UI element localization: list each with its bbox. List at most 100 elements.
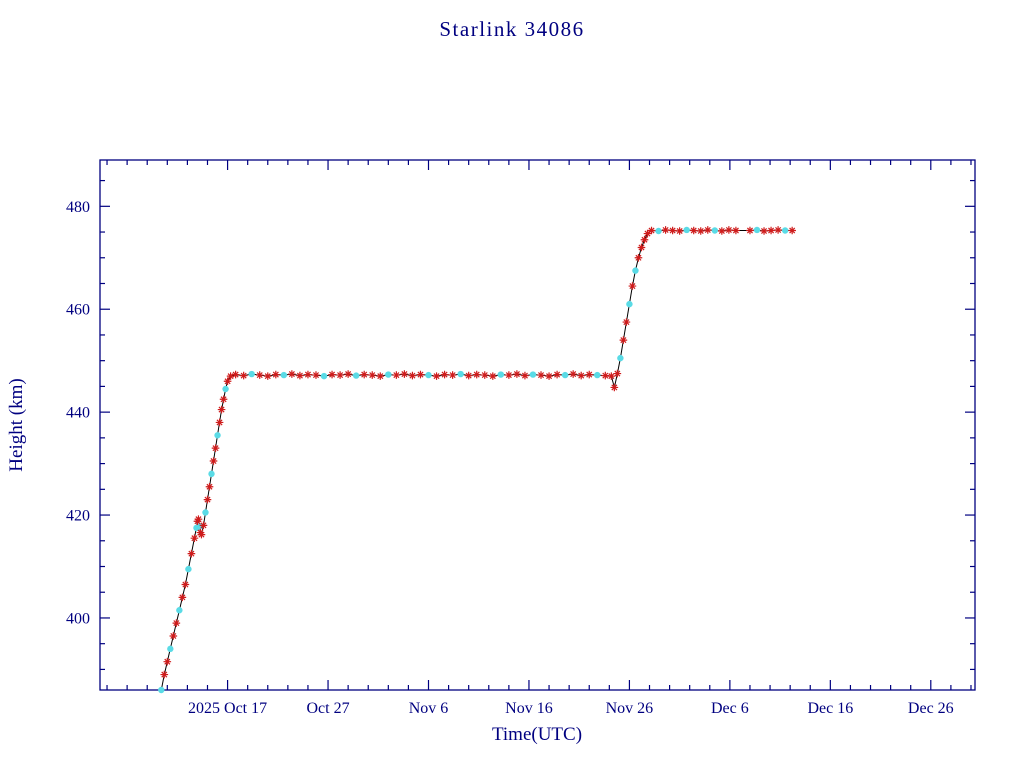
y-tick-label: 440 bbox=[66, 405, 90, 422]
red-asterisk-marker bbox=[767, 226, 775, 235]
cyan-dot-marker bbox=[320, 372, 328, 380]
cyan-dot-marker bbox=[781, 227, 789, 234]
cyan-dot-marker bbox=[655, 227, 662, 235]
red-asterisk-marker bbox=[193, 517, 202, 526]
red-asterisk-marker bbox=[263, 372, 272, 380]
red-asterisk-marker bbox=[272, 370, 280, 379]
cyan-markers bbox=[158, 226, 789, 694]
red-asterisk-marker bbox=[732, 226, 740, 235]
cyan-dot-marker bbox=[158, 686, 165, 694]
data-line bbox=[160, 229, 793, 691]
red-asterisk-marker bbox=[255, 371, 264, 379]
y-tick-label: 480 bbox=[66, 199, 90, 216]
red-asterisk-marker bbox=[696, 227, 705, 235]
red-asterisk-marker bbox=[169, 632, 178, 640]
red-asterisk-marker bbox=[643, 229, 652, 238]
red-asterisk-marker bbox=[211, 444, 220, 452]
red-asterisk-marker bbox=[432, 372, 441, 380]
cyan-dot-marker bbox=[222, 385, 229, 393]
red-asterisk-marker bbox=[601, 371, 610, 380]
red-asterisk-marker bbox=[610, 383, 619, 392]
red-asterisk-marker bbox=[689, 226, 698, 235]
red-asterisk-marker bbox=[172, 619, 181, 627]
red-markers bbox=[160, 226, 796, 679]
cyan-dot-marker bbox=[626, 300, 633, 308]
red-asterisk-marker bbox=[181, 580, 190, 589]
y-tick-label: 460 bbox=[66, 302, 90, 319]
red-asterisk-marker bbox=[376, 372, 385, 380]
cyan-dot-marker bbox=[617, 354, 624, 362]
cyan-dot-marker bbox=[208, 470, 215, 478]
cyan-dot-marker bbox=[352, 372, 360, 379]
red-asterisk-marker bbox=[416, 370, 425, 379]
red-asterisk-marker bbox=[718, 227, 726, 235]
cyan-dot-marker bbox=[202, 509, 209, 516]
red-asterisk-marker bbox=[160, 670, 169, 679]
x-tick-label: Nov 16 bbox=[505, 700, 553, 717]
red-asterisk-marker bbox=[675, 227, 684, 235]
red-asterisk-marker bbox=[440, 370, 449, 379]
red-asterisk-marker bbox=[178, 593, 187, 602]
red-asterisk-marker bbox=[703, 226, 712, 234]
x-tick-label: Nov 6 bbox=[409, 700, 449, 717]
red-asterisk-marker bbox=[344, 370, 352, 378]
red-asterisk-marker bbox=[774, 226, 782, 234]
red-asterisk-marker bbox=[209, 457, 218, 465]
red-asterisk-marker bbox=[217, 405, 226, 414]
red-asterisk-marker bbox=[199, 521, 208, 530]
cyan-dot-marker bbox=[167, 645, 174, 653]
red-asterisk-marker bbox=[613, 369, 622, 378]
red-asterisk-marker bbox=[219, 395, 228, 404]
red-asterisk-marker bbox=[448, 371, 457, 379]
x-tick-label: Dec 6 bbox=[711, 700, 749, 717]
red-asterisk-marker bbox=[553, 370, 561, 379]
red-asterisk-marker bbox=[472, 370, 481, 379]
x-tick-label: Nov 26 bbox=[606, 700, 654, 717]
red-asterisk-marker bbox=[480, 371, 489, 379]
y-tick-label: 420 bbox=[66, 508, 90, 525]
red-asterisk-marker bbox=[628, 282, 637, 290]
y-axis-label: Height (km) bbox=[6, 378, 27, 471]
x-ticks bbox=[106, 160, 972, 690]
red-asterisk-marker bbox=[215, 418, 224, 427]
red-asterisk-marker bbox=[205, 482, 214, 491]
chart-title: Starlink 34086 bbox=[439, 17, 584, 41]
cyan-dot-marker bbox=[632, 267, 639, 274]
red-asterisk-marker bbox=[668, 226, 677, 235]
red-asterisk-marker bbox=[408, 371, 417, 380]
cyan-dot-marker bbox=[753, 226, 761, 234]
red-asterisk-marker bbox=[725, 226, 733, 234]
red-asterisk-marker bbox=[545, 372, 553, 380]
red-asterisk-marker bbox=[746, 226, 754, 235]
cyan-dot-marker bbox=[529, 371, 537, 378]
red-asterisk-marker bbox=[304, 370, 312, 379]
cyan-dot-marker bbox=[683, 226, 690, 234]
red-asterisk-marker bbox=[196, 528, 205, 537]
red-asterisk-marker bbox=[187, 549, 196, 558]
cyan-dot-marker bbox=[425, 371, 432, 379]
red-asterisk-marker bbox=[231, 370, 240, 379]
cyan-dot-marker bbox=[385, 371, 392, 378]
red-asterisk-marker bbox=[360, 370, 369, 379]
red-asterisk-marker bbox=[368, 371, 377, 379]
red-asterisk-marker bbox=[647, 226, 656, 235]
cyan-dot-marker bbox=[280, 371, 288, 379]
red-asterisk-marker bbox=[296, 371, 304, 380]
red-asterisk-marker bbox=[223, 377, 232, 386]
plot-frame bbox=[99, 159, 976, 691]
red-asterisk-marker bbox=[569, 370, 577, 378]
red-asterisk-marker bbox=[661, 226, 670, 234]
red-asterisk-marker bbox=[619, 336, 628, 344]
cyan-dot-marker bbox=[711, 227, 719, 234]
cyan-dot-marker bbox=[185, 565, 192, 573]
red-asterisk-marker bbox=[585, 370, 594, 379]
red-asterisk-marker bbox=[760, 227, 768, 235]
red-asterisk-marker bbox=[537, 371, 545, 379]
red-asterisk-marker bbox=[788, 226, 796, 235]
x-tick-label: Dec 26 bbox=[908, 700, 954, 717]
cyan-dot-marker bbox=[497, 371, 505, 378]
red-asterisk-marker bbox=[577, 371, 585, 380]
cyan-dot-marker bbox=[214, 432, 221, 439]
